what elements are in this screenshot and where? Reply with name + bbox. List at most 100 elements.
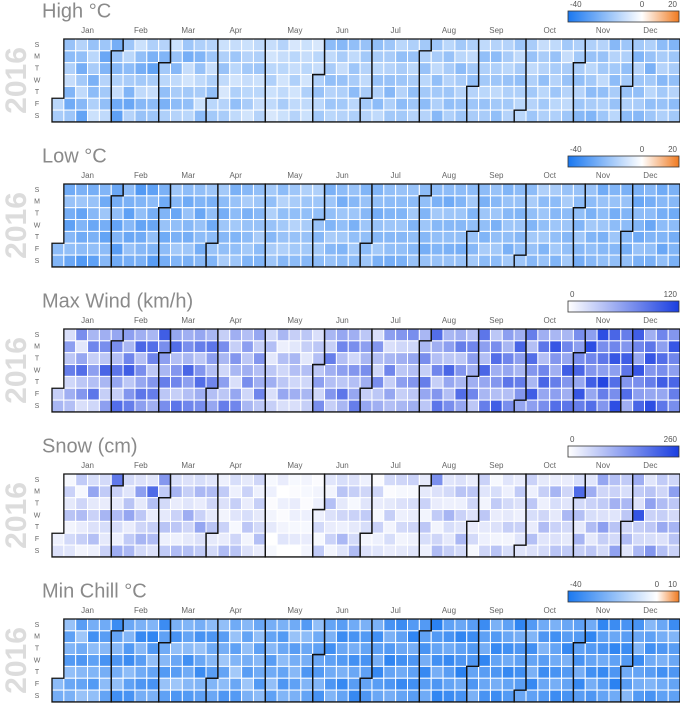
day-cell — [241, 50, 254, 64]
weekday-label: T — [35, 669, 40, 676]
day-cell — [549, 183, 563, 197]
day-cell — [241, 532, 254, 546]
day-cell — [134, 642, 148, 656]
day-cell — [454, 109, 468, 123]
day-cell — [644, 473, 657, 487]
day-cell — [324, 509, 337, 522]
day-cell — [478, 497, 491, 511]
day-cell — [181, 85, 195, 99]
day-cell — [632, 352, 646, 366]
day-cell — [537, 207, 551, 221]
day-cell — [655, 689, 669, 703]
day-cell — [620, 38, 634, 52]
day-cell — [205, 677, 219, 691]
day-cell — [241, 74, 254, 87]
day-cell — [63, 242, 77, 256]
day-cell — [549, 399, 563, 413]
day-cell — [608, 509, 622, 522]
day-cell — [561, 74, 574, 87]
day-cell — [489, 654, 503, 667]
day-cell — [407, 207, 420, 221]
day-cell — [383, 497, 397, 511]
day-cell — [584, 38, 598, 52]
day-cell — [122, 520, 136, 534]
month-label: Jul — [391, 461, 401, 470]
day-cell — [312, 677, 326, 691]
day-cell — [430, 195, 444, 209]
day-cell — [264, 485, 278, 499]
day-cell — [632, 109, 646, 123]
day-cell — [134, 520, 148, 534]
day-cell — [644, 74, 657, 87]
day-cell — [252, 520, 266, 534]
day-cell — [205, 97, 219, 111]
day-cell — [644, 85, 657, 99]
day-cell — [110, 38, 124, 52]
day-cell — [75, 544, 89, 558]
day-cell — [300, 352, 314, 366]
day-cell — [170, 473, 183, 487]
day-cell — [501, 254, 515, 268]
day-cell — [347, 642, 361, 656]
day-cell — [276, 520, 290, 534]
day-cell — [98, 254, 112, 268]
day-cell — [98, 387, 112, 401]
day-cell — [454, 340, 468, 354]
day-cell — [383, 340, 397, 354]
day-cell — [537, 50, 551, 64]
day-cell — [312, 375, 326, 389]
day-cell — [584, 230, 598, 244]
day-cell — [608, 62, 622, 76]
day-cell — [395, 520, 408, 534]
day-cell — [229, 387, 243, 401]
day-cell — [478, 219, 491, 232]
day-cell — [572, 509, 586, 522]
day-cell — [51, 677, 65, 691]
day-cell — [217, 62, 231, 76]
day-cell — [288, 352, 302, 366]
day-cell — [572, 352, 586, 366]
day-cell — [134, 38, 148, 52]
day-cell — [158, 364, 171, 377]
weekday-label: M — [34, 344, 40, 351]
month-label: Feb — [134, 606, 148, 615]
day-cell — [407, 520, 420, 534]
day-cell — [205, 473, 219, 487]
day-cell — [181, 473, 195, 487]
day-cell — [644, 109, 657, 123]
day-cell — [371, 618, 385, 632]
day-cell — [170, 219, 183, 232]
day-cell — [193, 207, 207, 221]
day-cell — [371, 97, 385, 111]
day-cell — [584, 328, 598, 342]
day-cell — [217, 340, 231, 354]
day-cell — [620, 387, 634, 401]
day-cell — [122, 109, 136, 123]
day-cell — [264, 38, 278, 52]
day-cell — [561, 207, 574, 221]
day-cell — [217, 328, 231, 342]
day-cell — [229, 195, 243, 209]
day-cell — [134, 485, 148, 499]
day-cell — [134, 340, 148, 354]
day-cell — [241, 242, 254, 256]
day-cell — [110, 195, 124, 209]
day-cell — [430, 352, 444, 366]
day-cell — [193, 50, 207, 64]
day-cell — [513, 532, 527, 546]
day-cell — [63, 352, 77, 366]
weekday-label: M — [34, 489, 40, 496]
day-cell — [501, 532, 515, 546]
day-cell — [75, 387, 89, 401]
day-cell — [146, 97, 160, 111]
day-cell — [632, 399, 646, 413]
day-cell — [217, 195, 231, 209]
day-cell — [572, 654, 586, 667]
day-cell — [667, 195, 680, 209]
day-cell — [217, 352, 231, 366]
day-cell — [608, 195, 622, 209]
day-cell — [205, 340, 219, 354]
day-cell — [264, 62, 278, 76]
day-cell — [158, 375, 171, 389]
